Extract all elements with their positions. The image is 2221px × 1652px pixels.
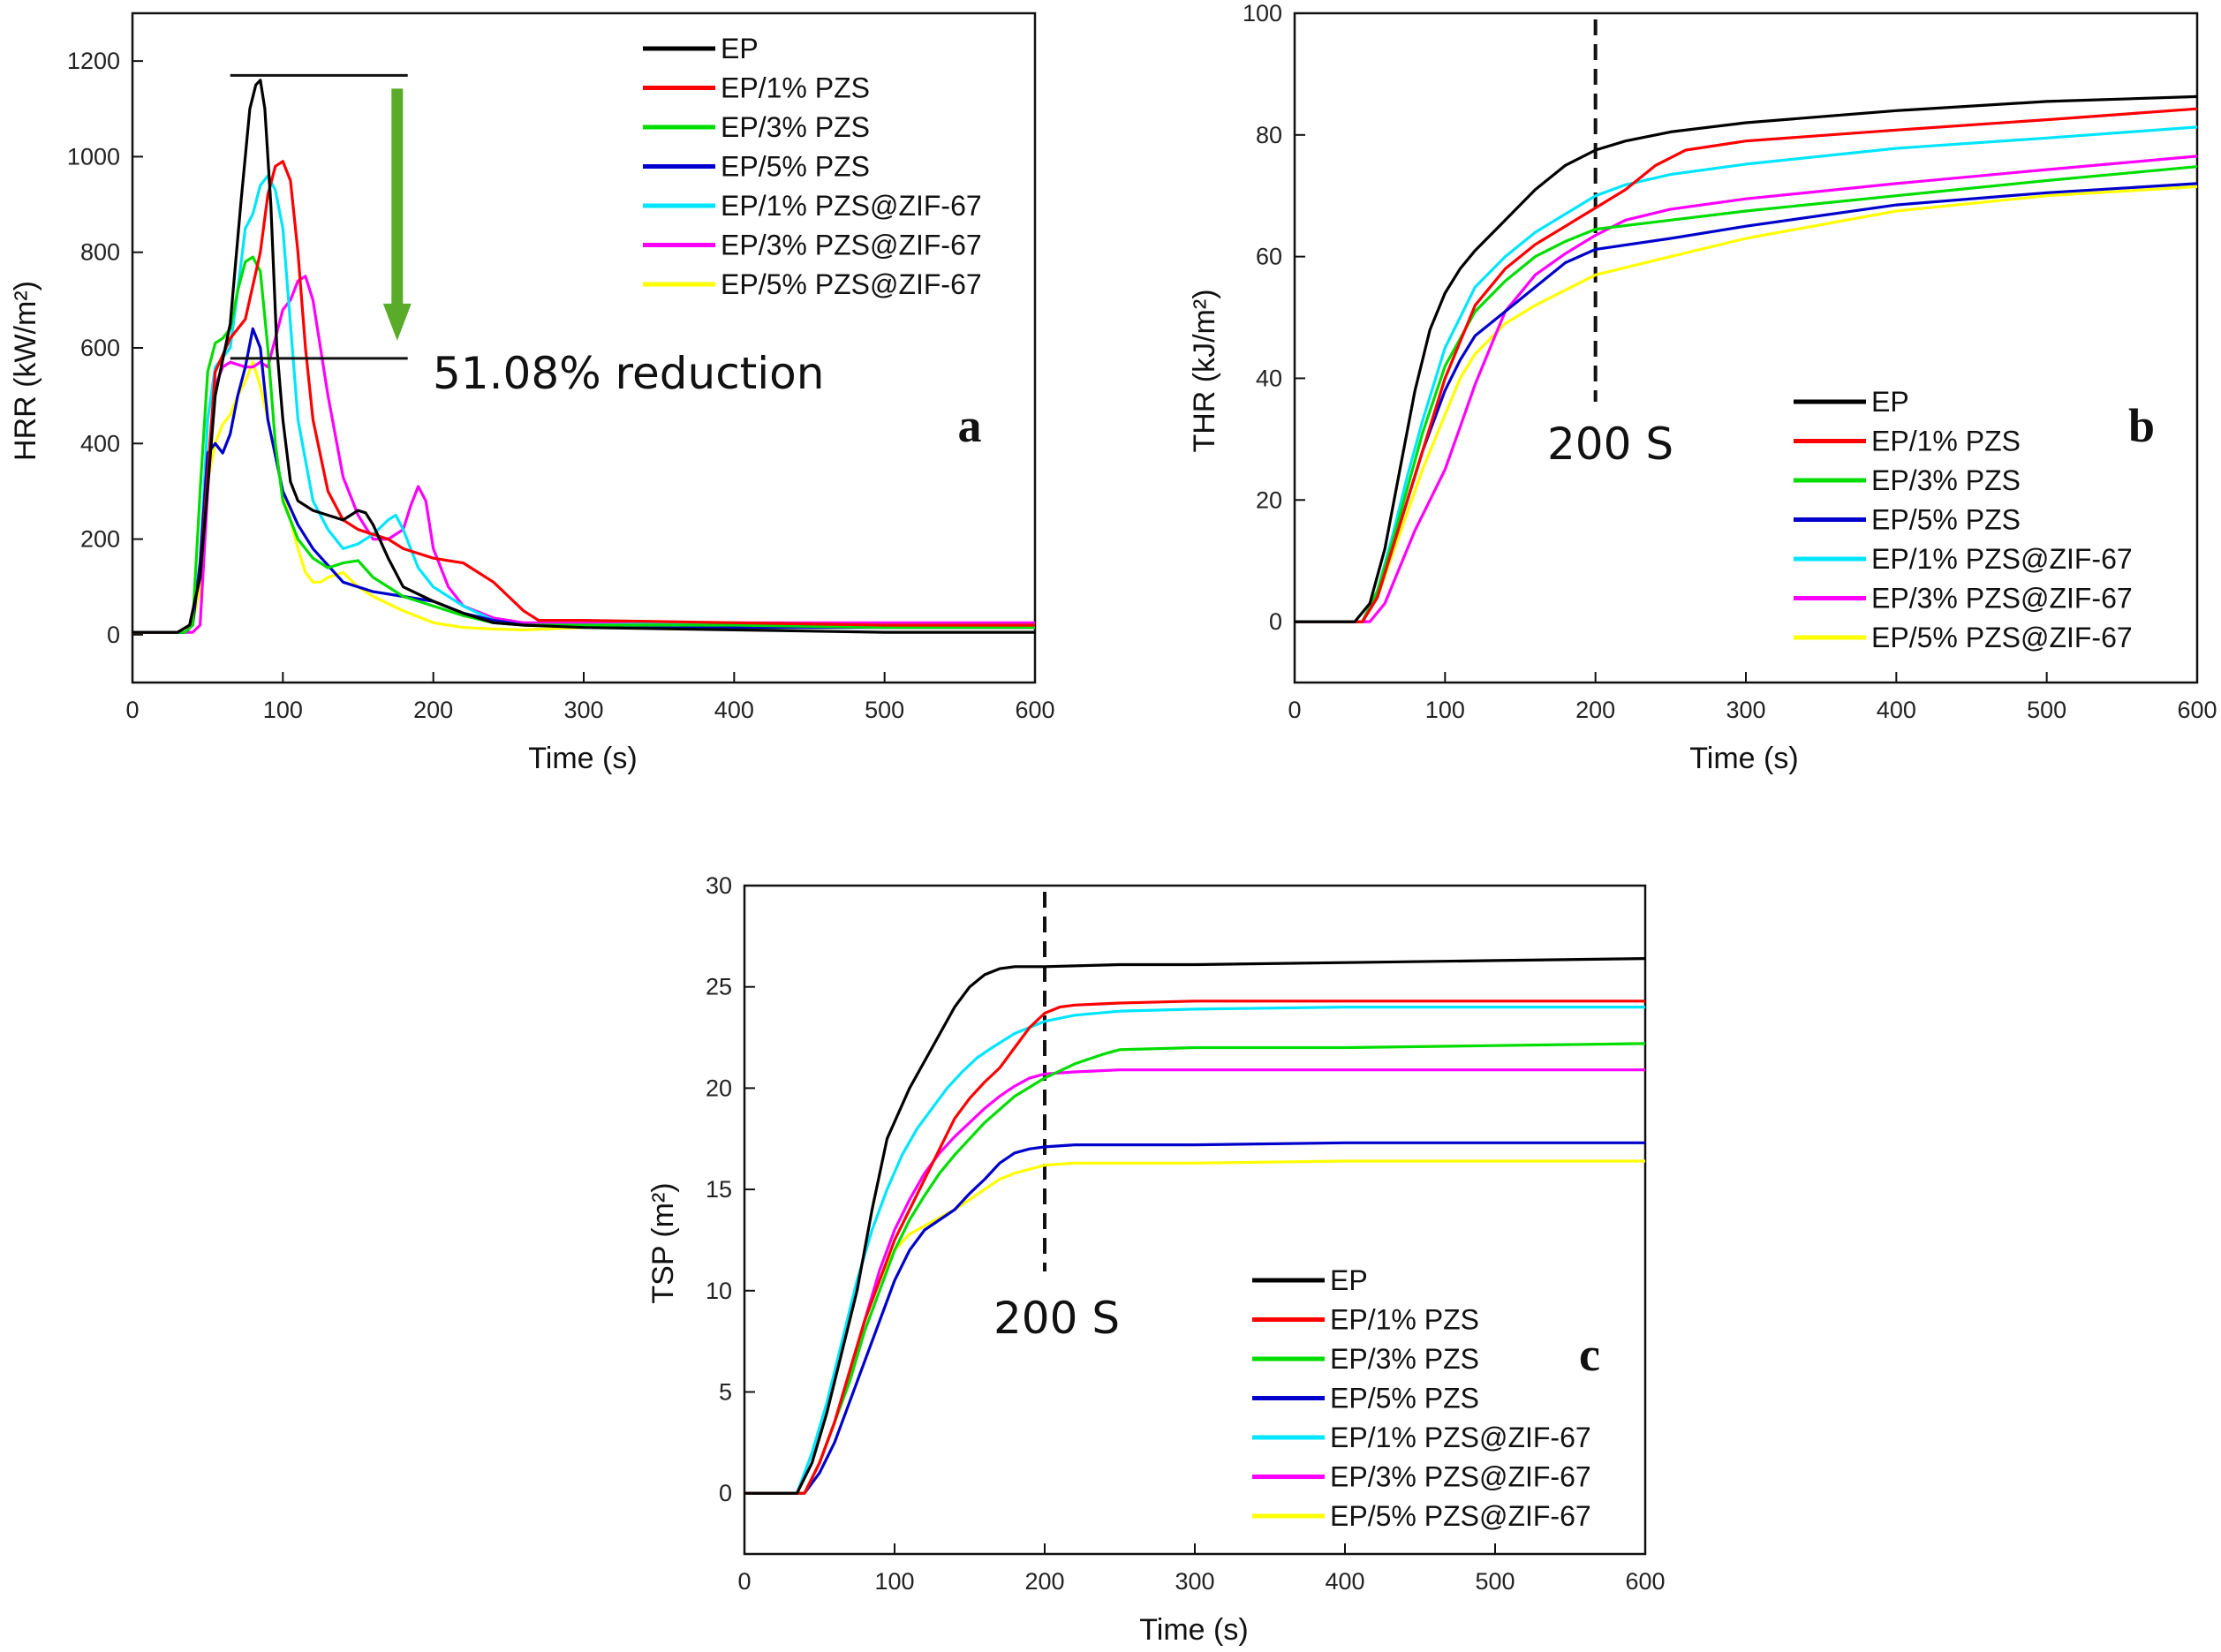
legend-label: EP bbox=[1871, 386, 1909, 418]
x-tick-label: 500 bbox=[1475, 1568, 1515, 1595]
y-tick-label: 20 bbox=[1256, 487, 1282, 513]
legend-label: EP bbox=[1330, 1264, 1368, 1296]
series-line-ep bbox=[1295, 94, 2197, 623]
series-line-ep-1-pzs bbox=[132, 160, 1035, 634]
chart-panel-a: 0 100 200 300 400 500 600 0 200 400 600 800 1000 1200… bbox=[9, 11, 1055, 775]
panel-letter-a: a bbox=[958, 399, 982, 452]
legend-label: EP/1% PZS@ZIF-67 bbox=[1330, 1422, 1591, 1453]
legend-label: EP/3% PZS bbox=[1330, 1343, 1479, 1375]
y-tick-label: 1000 bbox=[67, 143, 120, 170]
x-tick-label: 400 bbox=[1325, 1568, 1364, 1595]
y-tick-label: 400 bbox=[80, 430, 120, 456]
legend-b: EP EP/1% PZS EP/3% PZS EP/5% PZS EP/1% PZS@Z… bbox=[1794, 386, 2133, 653]
x-tick-label: 100 bbox=[1425, 697, 1465, 723]
legend-c: EP EP/1% PZS EP/3% PZS EP/5% PZS EP/1% PZS@Z… bbox=[1252, 1264, 1591, 1532]
y-tick-label: 0 bbox=[1269, 608, 1282, 635]
y-tick-label: 0 bbox=[107, 622, 120, 648]
y-tick-label: 0 bbox=[719, 1480, 732, 1506]
x-tick-label: 100 bbox=[263, 697, 303, 723]
y-tick-label: 5 bbox=[719, 1378, 732, 1405]
series-line-ep-1-pzs-zif-67 bbox=[744, 1005, 1645, 1495]
y-axis-label-a: HRR (kW/m²) bbox=[9, 281, 42, 461]
legend-label: EP/1% PZS bbox=[721, 72, 870, 104]
x-tick-label: 100 bbox=[874, 1568, 914, 1595]
x-tick-label: 400 bbox=[1877, 697, 1916, 723]
reduction-annotation-text: 51.08% reduction bbox=[433, 348, 824, 399]
legend-label: EP/3% PZS@ZIF-67 bbox=[1330, 1461, 1591, 1493]
x-tick-label: 300 bbox=[563, 697, 603, 723]
legend-label: EP/5% PZS@ZIF-67 bbox=[1871, 622, 2133, 653]
series-line-ep-5-pzs-zif-67 bbox=[1295, 185, 2197, 623]
x-tick-label: 300 bbox=[1175, 1568, 1214, 1595]
panel-letter-c: c bbox=[1579, 1328, 1600, 1381]
series-line-ep-3-pzs bbox=[744, 1042, 1645, 1495]
y-tick-label: 30 bbox=[706, 872, 732, 899]
x-tick-label: 500 bbox=[2027, 697, 2066, 723]
y-tick-label: 1200 bbox=[67, 48, 120, 74]
y-tick-label: 800 bbox=[80, 239, 120, 266]
y-tick-label: 20 bbox=[706, 1075, 732, 1101]
y-axis-label-c: TSP (m²) bbox=[646, 1182, 680, 1303]
x-tick-label: 600 bbox=[1625, 1568, 1665, 1595]
y-tick-label: 600 bbox=[80, 335, 120, 361]
y-tick-label: 40 bbox=[1256, 365, 1282, 391]
x-tick-label: 200 bbox=[1024, 1568, 1064, 1595]
legend-label: EP/5% PZS bbox=[1871, 504, 2021, 536]
legend-label: EP/5% PZS@ZIF-67 bbox=[721, 268, 982, 300]
series-line-ep-5-pzs bbox=[744, 1141, 1645, 1495]
series-line-ep bbox=[132, 79, 1035, 634]
y-tick-label: 60 bbox=[1256, 244, 1282, 270]
legend-label: EP/1% PZS@ZIF-67 bbox=[721, 190, 982, 222]
x-tick-label: 200 bbox=[413, 697, 453, 723]
legend-a: EP EP/1% PZS EP/3% PZS EP/5% PZS EP/1% PZS@Z… bbox=[643, 33, 982, 300]
legend-label: EP/3% PZS bbox=[721, 111, 870, 143]
y-tick-label: 200 bbox=[80, 526, 120, 553]
x-tick-label: 0 bbox=[1288, 697, 1301, 723]
y-axis-label-b: THR (kJ/m²) bbox=[1188, 289, 1221, 452]
x-tick-label: 600 bbox=[2177, 697, 2217, 723]
series-line-ep-1-pzs bbox=[744, 999, 1645, 1495]
chart-panel-c: 0 100 200 300 400 500 600 0 5 10 15 20 25 30 EP EP/1% P… bbox=[646, 872, 1666, 1647]
panel-letter-b: b bbox=[2128, 399, 2155, 452]
series-line-ep-1-pzs-zif-67 bbox=[1295, 125, 2197, 623]
series-line-ep-3-pzs bbox=[132, 255, 1035, 634]
series-line-ep-3-pzs bbox=[1295, 165, 2197, 623]
y-tick-label: 10 bbox=[706, 1278, 732, 1304]
y-tick-label: 25 bbox=[706, 974, 732, 1000]
legend-label: EP/1% PZS bbox=[1330, 1304, 1479, 1336]
series-line-ep-3-pzs-zif-67 bbox=[1295, 155, 2197, 623]
legend-label: EP/1% PZS@ZIF-67 bbox=[1871, 543, 2133, 575]
legend-label: EP/3% PZS@ZIF-67 bbox=[721, 230, 982, 261]
y-tick-label: 100 bbox=[1243, 0, 1282, 26]
x-axis-label-b: Time (s) bbox=[1689, 742, 1798, 775]
series-line-ep-1-pzs bbox=[1295, 107, 2197, 623]
x-tick-label: 300 bbox=[1726, 697, 1765, 723]
legend-label: EP bbox=[721, 33, 759, 64]
legend-label: EP/5% PZS@ZIF-67 bbox=[1330, 1500, 1591, 1532]
legend-label: EP/3% PZS@ZIF-67 bbox=[1871, 583, 2133, 615]
chart-panel-b: 0 100 200 300 400 500 600 0 20 40 60 80 100 EP EP/1% P… bbox=[1188, 0, 2217, 775]
legend-label: EP/3% PZS bbox=[1871, 464, 2021, 496]
x-tick-label: 400 bbox=[714, 697, 754, 723]
legend-label: EP/1% PZS bbox=[1871, 426, 2021, 457]
series-line-ep-3-pzs-zif-67 bbox=[132, 275, 1035, 634]
x-axis-label-c: Time (s) bbox=[1139, 1613, 1248, 1647]
x-tick-label: 0 bbox=[737, 1568, 751, 1595]
reduction-arrow-head bbox=[382, 303, 412, 341]
plot-frame-c bbox=[743, 884, 1647, 1556]
y-tick-label: 15 bbox=[706, 1176, 732, 1203]
x-tick-label: 200 bbox=[1575, 697, 1615, 723]
legend-label: EP/5% PZS bbox=[1330, 1383, 1479, 1414]
x-tick-label: 0 bbox=[125, 697, 139, 723]
200s-annotation-text-b: 200 S bbox=[1547, 419, 1673, 470]
series-line-ep-5-pzs-zif-67 bbox=[132, 360, 1035, 634]
x-axis-label-a: Time (s) bbox=[528, 742, 637, 775]
y-tick-label: 80 bbox=[1256, 122, 1282, 148]
series-line-ep bbox=[744, 956, 1645, 1495]
x-tick-label: 600 bbox=[1015, 697, 1054, 723]
x-tick-label: 500 bbox=[865, 697, 904, 723]
200s-annotation-text-c: 200 S bbox=[993, 1293, 1120, 1344]
legend-label: EP/5% PZS bbox=[721, 151, 870, 183]
